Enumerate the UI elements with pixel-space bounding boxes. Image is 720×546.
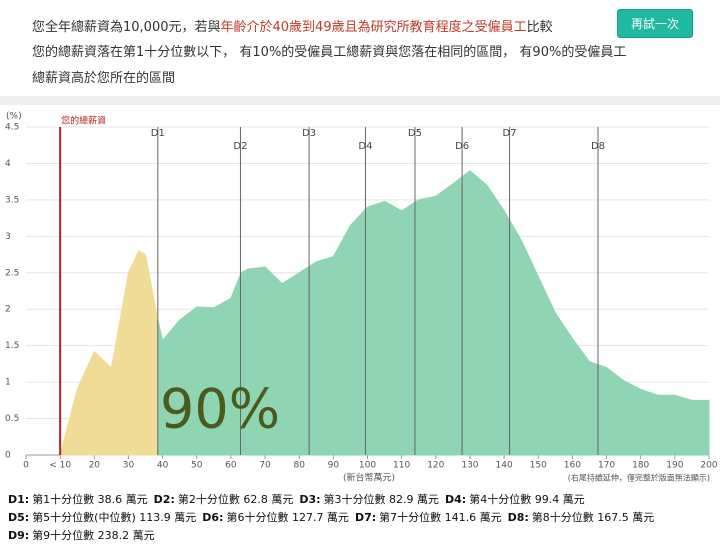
area <box>59 250 159 456</box>
x-tick-label: 120 <box>427 461 444 471</box>
legend-text: 第8十分位數 167.5 萬元 <box>531 511 655 524</box>
legend-item: D9: 第9十分位數 238.2 萬元 <box>8 529 155 542</box>
y-tick-label: 4.5 <box>5 123 19 133</box>
text: 比較 <box>526 20 553 35</box>
annotation: 90% <box>160 378 280 441</box>
legend-row: D9: 第9十分位數 238.2 萬元 <box>8 527 660 545</box>
text: 您全年總薪資為10,000元，若與 <box>32 20 221 35</box>
decile-label: D1 <box>151 128 165 139</box>
y-tick-label: 3 <box>5 232 11 242</box>
legend-item: D8: 第8十分位數 167.5 萬元 <box>508 511 655 524</box>
x-tick-label: 180 <box>632 461 649 471</box>
decile-label: D8 <box>591 141 605 152</box>
legend-item: D4: 第4十分位數 99.4 萬元 <box>445 493 585 506</box>
y-tick-label: 3.5 <box>5 195 19 205</box>
x-axis-label: (新台幣萬元) <box>343 472 395 484</box>
x-tick-label: 140 <box>496 461 513 471</box>
chart: (%) (新台幣萬元) (右尾持續延伸，僅完整於版面無法顯示) 0 0.5 1 1.5… <box>5 112 718 484</box>
y-unit: (%) <box>6 112 22 122</box>
legend-item: D1: 第1十分位數 38.6 萬元 <box>8 493 148 506</box>
legend-text: 第5十分位數(中位數) 113.9 萬元 <box>32 511 197 524</box>
x-tick-label: 20 <box>89 461 101 471</box>
x-tick-label: 30 <box>123 461 135 471</box>
x-tick-label: 150 <box>530 461 547 471</box>
header-line: 您的總薪資落在第1十分位數以下， 有10%的受僱員工總薪資與您落在相同的區間， … <box>32 45 627 60</box>
y-tick-label: 1 <box>5 378 11 388</box>
legend-item: D2: 第2十分位數 62.8 萬元 <box>154 493 294 506</box>
legend-text: 第9十分位數 238.2 萬元 <box>32 529 155 542</box>
legend-key: D1: <box>8 493 30 506</box>
highlight: 年齡介於40歲到49歲且為研究所教育程度之受僱員工 <box>220 20 527 35</box>
x-tick-label: 190 <box>666 461 683 471</box>
x-tick-label: 60 <box>225 461 237 471</box>
y-tick-label: 2 <box>5 305 11 315</box>
legend-key: D7: <box>354 511 377 524</box>
legend-row: D1: 第1十分位數 38.6 萬元 D2: 第2十分位數 62.8 萬元 D3: 第3十… <box>8 491 660 509</box>
legend-key: D6: <box>202 511 224 524</box>
decile-label: D7 <box>503 128 517 139</box>
legend-key: D2: <box>153 493 175 506</box>
decile-label: D5 <box>408 128 422 139</box>
y-tick-label: 0 <box>5 451 11 461</box>
x-tick-label: 90 <box>328 461 340 471</box>
separator <box>0 96 720 105</box>
x-tick-label: 0 <box>23 461 29 471</box>
legend-key: D9: <box>8 529 30 542</box>
note: (右尾持續延伸，僅完整於版面無法顯示) <box>568 473 710 483</box>
legend-item: D6: 第6十分位數 127.7 萬元 <box>202 511 349 524</box>
x-tick-label: 40 <box>157 461 169 471</box>
decile-label: D2 <box>233 141 247 152</box>
y-tick-label: 4 <box>5 159 11 169</box>
x-tick-label: < 10 <box>49 461 71 471</box>
legend-row: D5: 第5十分位數(中位數) 113.9 萬元 D6: 第6十分位數 127.7 萬… <box>8 509 660 527</box>
header-line: 總薪資高於您所在的區間 <box>32 71 176 86</box>
area <box>157 170 710 456</box>
legend-text: 第7十分位數 141.6 萬元 <box>379 511 502 524</box>
legend-key: D4: <box>445 493 467 506</box>
legend-key: D5: <box>8 511 30 524</box>
x-tick-label: 170 <box>598 461 615 471</box>
legend-key: D8: <box>507 511 529 524</box>
retry-button[interactable]: 再試一次 <box>617 9 693 38</box>
legend-item: D3: 第3十分位數 82.9 萬元 <box>299 493 439 506</box>
x-tick-label: 80 <box>293 461 305 471</box>
x-tick-label: 70 <box>259 461 271 471</box>
x-tick-label: 130 <box>461 461 478 471</box>
legend-text: 第6十分位數 127.7 萬元 <box>226 511 349 524</box>
legend-text: 第4十分位數 99.4 萬元 <box>469 493 585 506</box>
legend-text: 第1十分位數 38.6 萬元 <box>32 493 148 506</box>
decile-label: D6 <box>455 141 469 152</box>
y-tick-label: 1.5 <box>5 341 19 351</box>
y-tick-label: 2.5 <box>5 268 19 278</box>
x-tick-label: 160 <box>564 461 581 471</box>
decile-label: D4 <box>358 141 372 152</box>
legend-text: 第3十分位數 82.9 萬元 <box>323 493 440 506</box>
legend-item: D7: 第7十分位數 141.6 萬元 <box>355 511 502 524</box>
legend: D1: 第1十分位數 38.6 萬元 D2: 第2十分位數 62.8 萬元 D3: 第3十… <box>8 491 660 545</box>
x-tick-label: 100 <box>359 461 376 471</box>
legend-item: D5: 第5十分位數(中位數) 113.9 萬元 <box>8 511 196 524</box>
y-tick-label: 0.5 <box>5 414 19 424</box>
marker-label: 您的總薪資 <box>61 115 106 127</box>
x-tick-label: 50 <box>191 461 203 471</box>
decile-label: D3 <box>302 128 316 139</box>
x-tick-label: 200 <box>700 461 717 471</box>
x-tick-label: 110 <box>393 461 410 471</box>
legend-text: 第2十分位數 62.8 萬元 <box>177 493 294 506</box>
legend-key: D3: <box>299 493 321 506</box>
header-line: 您全年總薪資為10,000元，若與年齡介於40歲到49歲且為研究所教育程度之受僱… <box>32 16 553 35</box>
